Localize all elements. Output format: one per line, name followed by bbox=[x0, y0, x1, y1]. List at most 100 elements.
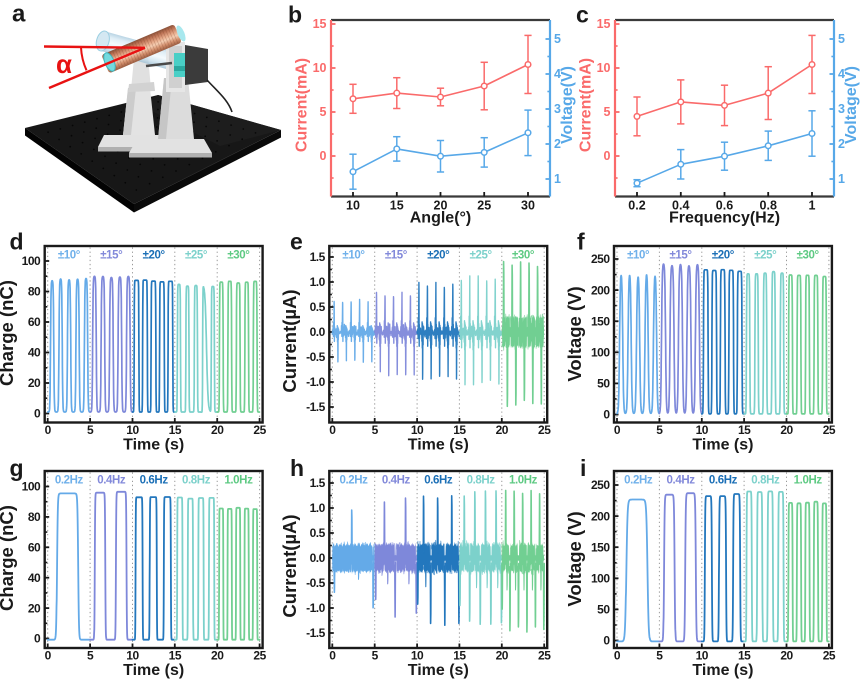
svg-text:10: 10 bbox=[696, 649, 709, 663]
svg-text:25: 25 bbox=[253, 649, 266, 663]
svg-text:1: 1 bbox=[554, 172, 561, 186]
svg-text:50: 50 bbox=[597, 603, 610, 617]
svg-text:25: 25 bbox=[253, 423, 266, 437]
svg-text:15: 15 bbox=[738, 423, 751, 437]
svg-text:±10°: ±10° bbox=[58, 250, 81, 262]
svg-text:20: 20 bbox=[780, 423, 793, 437]
svg-text:80: 80 bbox=[28, 510, 41, 524]
svg-text:Current(µA): Current(µA) bbox=[279, 514, 300, 617]
svg-text:±25°: ±25° bbox=[754, 250, 777, 262]
svg-text:20: 20 bbox=[780, 649, 793, 663]
svg-text:0.6: 0.6 bbox=[716, 199, 733, 213]
svg-text:±20°: ±20° bbox=[427, 250, 450, 262]
svg-text:2: 2 bbox=[838, 137, 845, 151]
svg-text:a: a bbox=[12, 1, 26, 28]
svg-text:5: 5 bbox=[554, 32, 561, 46]
svg-text:±15°: ±15° bbox=[670, 250, 693, 262]
svg-text:Charge (nC): Charge (nC) bbox=[0, 505, 17, 611]
svg-text:250: 250 bbox=[591, 252, 610, 266]
svg-text:3: 3 bbox=[554, 102, 561, 116]
svg-text:Current(mA): Current(mA) bbox=[294, 58, 311, 152]
svg-text:15: 15 bbox=[169, 423, 182, 437]
svg-text:0: 0 bbox=[320, 149, 327, 163]
svg-text:-1.0: -1.0 bbox=[306, 601, 326, 615]
svg-text:20: 20 bbox=[28, 376, 41, 390]
svg-text:1.0Hz: 1.0Hz bbox=[224, 475, 253, 487]
svg-text:±20°: ±20° bbox=[143, 250, 166, 262]
svg-text:0: 0 bbox=[603, 634, 610, 648]
svg-text:25: 25 bbox=[823, 423, 836, 437]
svg-text:0: 0 bbox=[329, 423, 336, 437]
svg-text:150: 150 bbox=[591, 314, 610, 328]
svg-text:0: 0 bbox=[45, 649, 52, 663]
svg-text:c: c bbox=[576, 2, 589, 28]
svg-text:±30°: ±30° bbox=[227, 250, 250, 262]
svg-text:0: 0 bbox=[603, 408, 610, 422]
svg-text:1.5: 1.5 bbox=[310, 250, 326, 264]
svg-text:150: 150 bbox=[591, 540, 610, 554]
svg-text:Time (s): Time (s) bbox=[123, 437, 184, 454]
svg-text:1: 1 bbox=[809, 199, 816, 213]
svg-text:25: 25 bbox=[477, 199, 491, 213]
svg-text:-0.5: -0.5 bbox=[306, 350, 326, 364]
svg-text:0.2: 0.2 bbox=[628, 199, 645, 213]
svg-text:100: 100 bbox=[22, 480, 41, 494]
svg-text:20: 20 bbox=[211, 423, 224, 437]
svg-text:5: 5 bbox=[87, 423, 94, 437]
svg-text:0.2Hz: 0.2Hz bbox=[624, 475, 653, 487]
svg-text:Angle(°): Angle(°) bbox=[410, 210, 472, 227]
svg-text:0.5: 0.5 bbox=[310, 300, 326, 314]
svg-text:30: 30 bbox=[521, 199, 535, 213]
svg-text:0.0: 0.0 bbox=[310, 325, 326, 339]
svg-text:e: e bbox=[290, 229, 303, 255]
svg-text:0.4: 0.4 bbox=[672, 199, 689, 213]
svg-text:0.8: 0.8 bbox=[760, 199, 777, 213]
svg-text:Time (s): Time (s) bbox=[408, 662, 469, 679]
svg-text:±15°: ±15° bbox=[100, 250, 123, 262]
svg-text:0: 0 bbox=[614, 423, 621, 437]
svg-text:-0.5: -0.5 bbox=[306, 576, 326, 590]
svg-text:Frequency(Hz): Frequency(Hz) bbox=[669, 210, 780, 227]
svg-text:0.8Hz: 0.8Hz bbox=[182, 475, 211, 487]
svg-text:1.0: 1.0 bbox=[310, 275, 326, 289]
svg-text:5: 5 bbox=[320, 105, 327, 119]
svg-text:Time (s): Time (s) bbox=[123, 662, 184, 679]
svg-text:10: 10 bbox=[411, 649, 424, 663]
svg-text:200: 200 bbox=[591, 283, 610, 297]
svg-text:100: 100 bbox=[591, 346, 610, 360]
svg-text:200: 200 bbox=[591, 509, 610, 523]
svg-text:i: i bbox=[580, 455, 586, 481]
svg-text:1.0Hz: 1.0Hz bbox=[509, 475, 538, 487]
svg-text:±30°: ±30° bbox=[512, 250, 535, 262]
svg-text:10: 10 bbox=[313, 61, 327, 75]
svg-text:250: 250 bbox=[591, 478, 610, 492]
svg-text:15: 15 bbox=[169, 649, 182, 663]
svg-text:1.0: 1.0 bbox=[310, 501, 326, 515]
svg-text:40: 40 bbox=[28, 346, 41, 360]
svg-text:1.0Hz: 1.0Hz bbox=[794, 475, 823, 487]
svg-text:±20°: ±20° bbox=[712, 250, 735, 262]
svg-text:0: 0 bbox=[34, 407, 41, 421]
svg-text:Voltage(V): Voltage(V) bbox=[559, 66, 576, 144]
svg-text:0: 0 bbox=[604, 149, 611, 163]
svg-text:-1.0: -1.0 bbox=[306, 375, 326, 389]
svg-text:0.6Hz: 0.6Hz bbox=[140, 475, 169, 487]
svg-text:d: d bbox=[10, 229, 24, 255]
svg-text:60: 60 bbox=[28, 315, 41, 329]
svg-text:Voltage (V): Voltage (V) bbox=[564, 511, 585, 606]
svg-text:0.4Hz: 0.4Hz bbox=[97, 475, 126, 487]
svg-text:-1.5: -1.5 bbox=[306, 626, 326, 640]
svg-text:4: 4 bbox=[838, 67, 845, 81]
svg-text:1: 1 bbox=[838, 172, 845, 186]
svg-text:10: 10 bbox=[411, 423, 424, 437]
svg-text:20: 20 bbox=[496, 423, 509, 437]
svg-text:0.2Hz: 0.2Hz bbox=[339, 475, 368, 487]
svg-text:40: 40 bbox=[28, 571, 41, 585]
svg-text:5: 5 bbox=[372, 423, 379, 437]
svg-text:Time (s): Time (s) bbox=[692, 437, 753, 454]
svg-text:0.6Hz: 0.6Hz bbox=[424, 475, 453, 487]
svg-text:15: 15 bbox=[313, 17, 327, 31]
svg-text:0.4Hz: 0.4Hz bbox=[382, 475, 411, 487]
svg-text:20: 20 bbox=[211, 649, 224, 663]
svg-text:15: 15 bbox=[597, 17, 611, 31]
